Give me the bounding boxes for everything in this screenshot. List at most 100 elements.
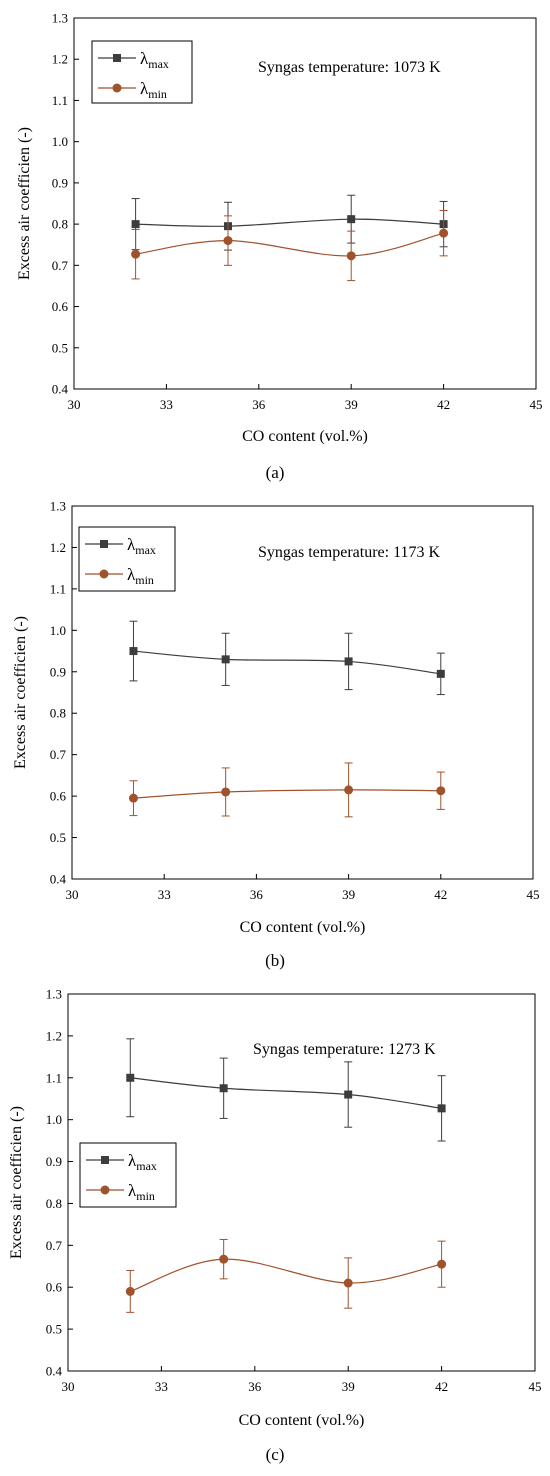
x-tick-label: 42	[434, 887, 447, 902]
legend-label: λmax	[140, 49, 169, 71]
y-tick-label: 0.4	[50, 872, 67, 887]
subfigure-label: (a)	[265, 463, 285, 482]
y-axis-label: Excess air coefficien (-)	[16, 127, 33, 280]
x-tick-label: 36	[252, 397, 266, 412]
y-axis-label: Excess air coefficien (-)	[8, 1106, 25, 1259]
line-chart-c: 30 33 36 39 42 45 0.4 0.5 0.6 0.7 0.8 0.9 1.0 1.1 1.2 1…	[8, 987, 542, 1430]
x-tick-label: 42	[435, 1379, 448, 1394]
y-tick-label: 0.9	[52, 175, 68, 190]
y-tick-label: 0.8	[52, 217, 68, 232]
y-tick-label: 0.6	[50, 789, 67, 804]
x-tick-label: 33	[160, 397, 173, 412]
y-tick-label: 0.9	[46, 1154, 62, 1169]
y-tick-label: 0.9	[50, 664, 66, 679]
data-point-max	[347, 215, 356, 224]
data-point-max	[221, 655, 230, 664]
legend-label: λmax	[127, 535, 156, 557]
x-tick-label: 39	[342, 1379, 355, 1394]
y-tick-label: 0.7	[50, 747, 67, 762]
y-tick-label: 1.0	[50, 623, 66, 638]
y-tick-label: 1.2	[46, 1028, 62, 1043]
legend-label: λmin	[140, 79, 167, 101]
legend-box	[91, 40, 193, 104]
data-point-max	[219, 1084, 228, 1093]
x-tick-label: 45	[529, 1379, 542, 1394]
x-axis-label: CO content (vol.%)	[240, 919, 366, 936]
y-tick-label: 1.0	[52, 134, 68, 149]
y-tick-label: 1.1	[50, 581, 66, 596]
x-tick-label: 39	[345, 397, 358, 412]
temperature-annotation: Syngas temperature: 1073 K	[258, 59, 441, 76]
plot-frame	[71, 505, 534, 880]
x-tick-label: 30	[68, 397, 81, 412]
y-axis-label: Excess air coefficien (-)	[12, 616, 29, 769]
x-tick-label: 39	[342, 887, 355, 902]
legend-box	[79, 1142, 177, 1208]
x-tick-label: 33	[155, 1379, 168, 1394]
y-tick-label: 0.8	[50, 706, 66, 721]
data-point-min	[437, 1259, 447, 1269]
series-line-min	[130, 1258, 442, 1292]
x-tick-label: 33	[158, 887, 171, 902]
legend-marker	[99, 569, 109, 579]
y-tick-label: 0.6	[46, 1280, 63, 1295]
data-point-max	[437, 1104, 446, 1113]
y-tick-label: 0.5	[52, 340, 68, 355]
y-tick-label: 1.2	[52, 52, 68, 67]
data-point-min	[131, 249, 141, 259]
y-tick-label: 0.6	[52, 299, 69, 314]
x-tick-label: 30	[66, 887, 79, 902]
legend-marker	[100, 540, 108, 548]
temperature-annotation: Syngas temperature: 1173 K	[258, 544, 440, 561]
series-line-max	[130, 1077, 442, 1109]
plot-frame	[67, 993, 536, 1372]
chart-panel-c: 30 33 36 39 42 45 0.4 0.5 0.6 0.7 0.8 0.9 1.0 1.1 1.2 1…	[0, 980, 550, 1476]
data-point-max	[129, 647, 138, 656]
legend-marker	[112, 83, 122, 93]
data-point-max	[436, 669, 445, 678]
series-line-min	[135, 232, 444, 257]
data-point-min	[344, 785, 354, 795]
legend-box	[78, 526, 176, 592]
legend-marker	[100, 1185, 110, 1195]
x-tick-label: 45	[527, 887, 540, 902]
y-tick-label: 1.3	[50, 499, 66, 514]
x-axis-label: CO content (vol.%)	[242, 428, 368, 445]
y-tick-label: 0.5	[46, 1322, 62, 1337]
temperature-annotation: Syngas temperature: 1273 K	[253, 1041, 436, 1058]
y-tick-label: 0.7	[46, 1238, 63, 1253]
series-line-max	[135, 218, 444, 227]
legend-marker	[113, 54, 121, 62]
subfigure-label: (b)	[265, 951, 285, 970]
x-tick-label: 36	[250, 887, 264, 902]
legend-label: λmin	[128, 1181, 155, 1203]
data-point-min	[125, 1286, 135, 1296]
x-tick-label: 45	[530, 397, 543, 412]
x-tick-label: 30	[62, 1379, 75, 1394]
y-tick-label: 0.4	[52, 382, 69, 397]
data-point-max	[131, 220, 140, 229]
line-chart-a: 30 33 36 39 42 45 0.4 0.5 0.6 0.7 0.8 0.9 1.0 1.1 1.2 1…	[16, 11, 543, 446]
y-tick-label: 1.1	[52, 93, 68, 108]
y-tick-label: 1.3	[46, 987, 62, 1002]
line-chart-b: 30 33 36 39 42 45 0.4 0.5 0.6 0.7 0.8 0.9 1.0 1.1 1.2 1…	[12, 499, 540, 937]
y-tick-label: 0.7	[52, 258, 69, 273]
series-line-max	[133, 650, 441, 675]
data-point-min	[343, 1278, 353, 1288]
x-tick-label: 42	[437, 397, 450, 412]
chart-panel-a: 30 33 36 39 42 45 0.4 0.5 0.6 0.7 0.8 0.9 1.0 1.1 1.2 1…	[0, 0, 550, 490]
y-tick-label: 1.3	[52, 11, 68, 26]
y-tick-label: 1.0	[46, 1112, 62, 1127]
data-point-min	[439, 228, 449, 238]
chart-panel-b: 30 33 36 39 42 45 0.4 0.5 0.6 0.7 0.8 0.9 1.0 1.1 1.2 1…	[0, 490, 550, 980]
x-axis-label: CO content (vol.%)	[239, 1412, 365, 1429]
y-tick-label: 0.5	[50, 830, 66, 845]
data-point-min	[221, 787, 231, 797]
data-point-min	[223, 236, 233, 246]
y-tick-label: 1.1	[46, 1070, 62, 1085]
x-tick-label: 36	[248, 1379, 262, 1394]
legend-marker	[101, 1156, 109, 1164]
subfigure-label: (c)	[265, 1445, 285, 1464]
legend-label: λmin	[127, 565, 154, 587]
y-tick-label: 1.2	[50, 540, 66, 555]
